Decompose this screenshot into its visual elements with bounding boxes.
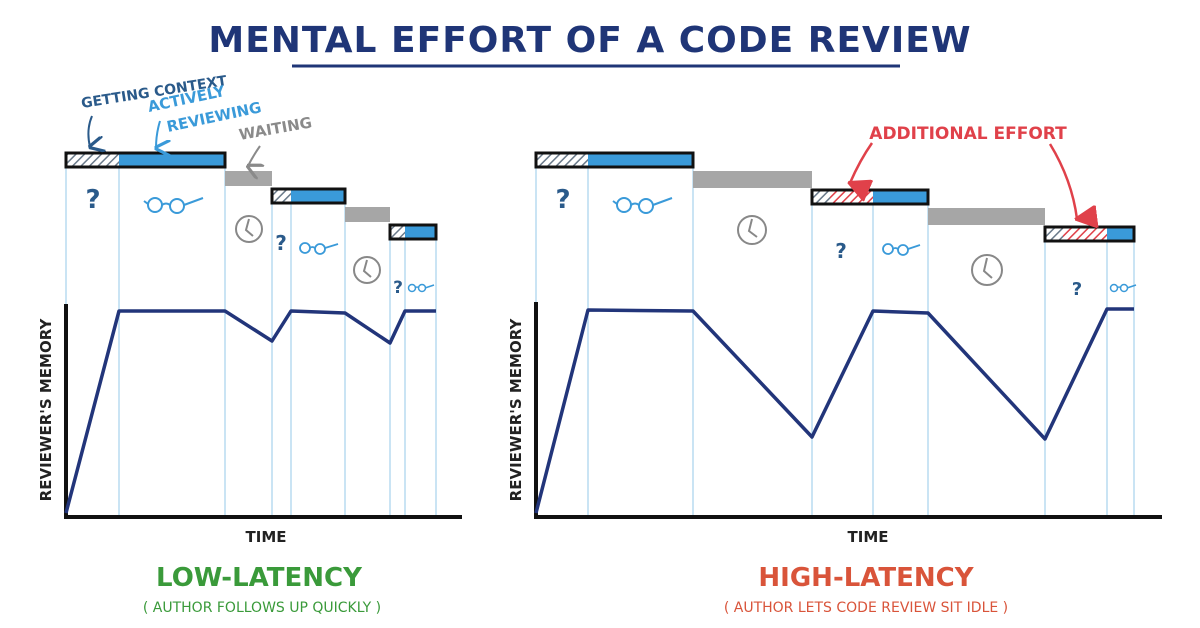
low-latency-panel: ? ? ? TIME REVIEWER'S MEMORY LOW-	[37, 151, 462, 616]
clock-icon	[235, 215, 263, 243]
arrow-additional-effort	[850, 142, 872, 183]
waiting-bar	[928, 208, 1045, 225]
question-mark-icon: ?	[393, 278, 403, 298]
waiting-bar	[225, 171, 272, 186]
clock-icon	[971, 254, 1003, 286]
waiting-bar	[693, 171, 812, 188]
glasses-icon	[299, 242, 339, 255]
glasses-icon	[407, 283, 435, 293]
arrow-waiting	[248, 145, 260, 166]
footer-title: LOW-LATENCY	[156, 563, 363, 593]
x-axis-label: TIME	[246, 528, 287, 546]
glasses-icon	[143, 197, 204, 214]
timeline-guides	[65, 165, 437, 515]
review-bar	[270, 187, 347, 205]
footer-subtitle: ( AUTHOR FOLLOWS UP QUICKLY )	[143, 600, 381, 616]
review-bar	[810, 188, 930, 206]
glasses-icon	[1109, 283, 1137, 293]
review-bar	[1043, 225, 1136, 243]
review-bar	[534, 151, 695, 169]
footer-title: HIGH-LATENCY	[758, 563, 974, 593]
question-mark-icon: ?	[85, 185, 100, 215]
waiting-bar	[345, 207, 390, 222]
glasses-icon	[882, 243, 921, 256]
question-mark-icon: ?	[555, 185, 570, 215]
question-mark-icon: ?	[1072, 279, 1082, 300]
arrow-actively-reviewing	[156, 120, 160, 148]
arrow-additional-effort	[1048, 143, 1077, 219]
footer-subtitle: ( AUTHOR LETS CODE REVIEW SIT IDLE )	[724, 600, 1008, 616]
y-axis-label: REVIEWER'S MEMORY	[37, 318, 55, 502]
x-axis-label: TIME	[848, 528, 889, 546]
question-mark-icon: ?	[835, 239, 847, 263]
arrow-getting-context	[88, 115, 92, 147]
high-latency-panel: ? ? ? TIME REVIEWER'S MEMORY HIGH-LATENC…	[507, 151, 1162, 616]
clock-icon	[737, 215, 767, 245]
review-bar	[64, 151, 227, 169]
memory-curve	[64, 309, 436, 514]
y-axis-label: REVIEWER'S MEMORY	[507, 318, 525, 502]
clock-icon	[353, 256, 381, 284]
memory-curve	[534, 307, 1134, 514]
glasses-icon	[612, 197, 673, 214]
question-mark-icon: ?	[275, 231, 287, 255]
page-title: MENTAL EFFORT OF A CODE REVIEW	[208, 20, 971, 61]
legend-additional-effort: ADDITIONAL EFFORT	[869, 124, 1067, 144]
review-bar	[388, 223, 438, 241]
